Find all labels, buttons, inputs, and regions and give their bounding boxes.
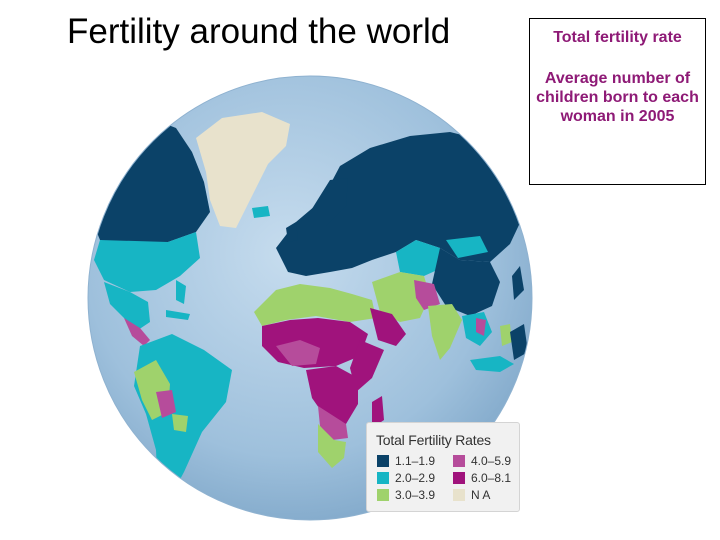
legend-item-6-0-to-8-1: 6.0–8.1	[453, 471, 511, 485]
map-legend: Total Fertility Rates 1.1–1.9 2.0–2.9 3.…	[366, 422, 520, 512]
legend-label: 6.0–8.1	[471, 471, 512, 485]
legend-swatch	[453, 455, 465, 467]
region-iceland	[252, 206, 270, 218]
region-laos-cambodia	[476, 318, 486, 336]
legend-label: 3.0–3.9	[395, 488, 436, 502]
legend-label: 1.1–1.9	[395, 454, 436, 468]
region-arabian-peninsula	[370, 308, 406, 346]
legend-label: 4.0–5.9	[471, 454, 512, 468]
legend-item-3-0-to-3-9: 3.0–3.9	[377, 488, 435, 502]
region-pakistan-afghanistan	[414, 280, 440, 310]
legend-swatch	[377, 455, 389, 467]
legend-item-1-1-to-1-9: 1.1–1.9	[377, 454, 435, 468]
region-mongolia	[446, 236, 488, 258]
region-japan	[512, 266, 524, 300]
region-paraguay	[172, 414, 188, 432]
region-china	[432, 248, 500, 316]
legend-item-2-0-to-2-9: 2.0–2.9	[377, 471, 435, 485]
region-scandinavia	[310, 178, 348, 226]
legend-label: N A	[471, 488, 491, 502]
info-heading: Total fertility rate	[553, 29, 682, 46]
region-philippines	[500, 324, 512, 346]
region-south-africa	[318, 424, 346, 468]
region-florida	[176, 280, 186, 304]
legend-swatch	[453, 489, 465, 501]
legend-swatch	[377, 472, 389, 484]
region-caribbean	[166, 310, 190, 320]
legend-item-na: N A	[453, 488, 490, 502]
legend-swatch	[377, 489, 389, 501]
region-north-africa	[254, 284, 376, 326]
info-description: Average number of children born to each …	[536, 70, 699, 125]
region-madagascar	[372, 396, 384, 428]
slide-title: Fertility around the world	[67, 12, 451, 51]
region-indonesia	[470, 356, 514, 372]
legend-swatch	[453, 472, 465, 484]
region-usa	[94, 232, 200, 292]
region-west-africa	[276, 340, 320, 366]
region-greenland	[196, 112, 290, 228]
region-horn-of-africa	[350, 340, 384, 392]
legend-label: 2.0–2.9	[395, 471, 436, 485]
region-mexico	[104, 282, 150, 330]
region-central-america	[124, 318, 150, 346]
globe-outline	[87, 75, 533, 521]
region-papua	[510, 324, 528, 360]
info-box: Total fertility rate Average number of c…	[529, 18, 706, 185]
region-central-asia	[396, 240, 446, 276]
region-india	[428, 304, 462, 360]
region-bolivia	[156, 390, 176, 418]
region-british-isles	[286, 222, 298, 242]
legend-title: Total Fertility Rates	[376, 432, 491, 448]
region-central-africa	[306, 366, 358, 424]
legend-item-4-0-to-5-9: 4.0–5.9	[453, 454, 511, 468]
